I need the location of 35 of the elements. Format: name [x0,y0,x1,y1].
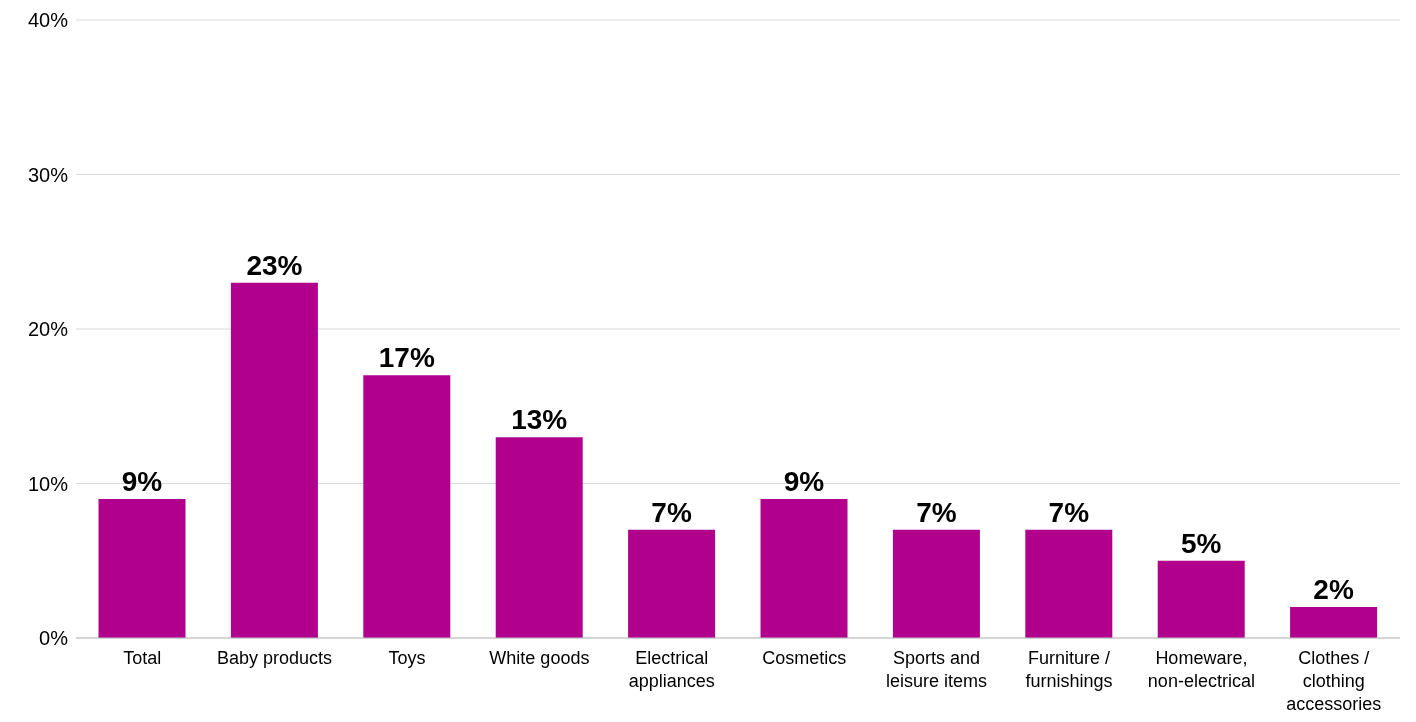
x-tick-label: Total [123,648,162,668]
x-tick-label: Baby products [217,648,333,668]
data-label: 9% [783,465,825,497]
data-label: 17% [378,342,435,374]
bar [1157,560,1245,638]
x-tick-label: Furniture / furnishings [1025,648,1113,691]
data-label: 2% [1313,574,1354,606]
data-label: 7% [916,496,957,528]
bar [892,529,980,638]
bar [1290,607,1378,638]
y-tick-label: 20% [27,318,69,341]
data-label: 7% [1048,496,1090,528]
bar [760,498,848,638]
bar [230,282,318,638]
bar [495,437,583,638]
bar [1025,529,1113,638]
x-tick-label: Cosmetics [762,648,847,668]
x-tick-label: Homeware, non-electrical [1147,648,1255,691]
y-tick-label: 0% [39,627,69,650]
bar [363,375,451,638]
x-tick-label: Electrical appliances [628,648,715,691]
bar [628,529,716,638]
y-tick-label: 30% [27,163,69,186]
data-label: 23% [246,249,303,281]
data-label: 13% [511,404,568,436]
y-tick-label: 10% [27,472,69,495]
y-tick-label: 40% [27,9,69,32]
data-label: 9% [121,465,163,497]
data-label: 5% [1180,527,1222,559]
data-label: 7% [651,496,692,528]
x-tick-label: Clothes / clothing accessories [1286,648,1382,714]
x-tick-label: Sports and leisure items [886,648,988,691]
bar [98,498,186,638]
x-tick-label: White goods [489,648,590,668]
x-tick-label: Toys [388,648,426,668]
